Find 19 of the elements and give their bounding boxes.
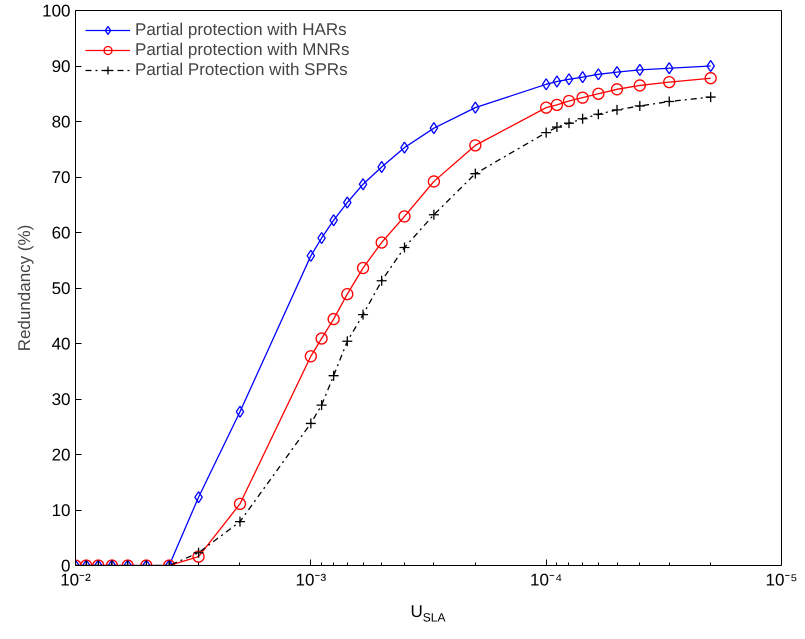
legend-label: Partial protection with HARs: [135, 20, 347, 40]
y-tick-label: 60: [52, 224, 71, 242]
y-tick-label: 50: [52, 279, 71, 298]
y-tick-label: 30: [52, 390, 71, 409]
y-tick-label: 90: [52, 57, 71, 76]
x-tick-label: 10⁻⁵: [766, 570, 798, 590]
y-tick-label: 10: [52, 501, 71, 520]
y-tick-label: 40: [52, 334, 71, 354]
y-axis-title: Redundancy (%): [15, 224, 34, 352]
y-tick-label: 100: [42, 2, 71, 20]
x-tick-label: 10⁻⁴: [530, 570, 562, 590]
legend-label: Partial protection with MNRs: [135, 40, 350, 60]
y-tick-label: 70: [52, 168, 71, 187]
x-tick-label: 10⁻³: [296, 570, 326, 590]
x-axis-title: U$_{SLA}$: [410, 601, 446, 626]
y-tick-label: 80: [52, 112, 71, 132]
legend-label: Partial Protection with SPRs: [135, 60, 348, 80]
x-tick-label: 10⁻²: [60, 570, 92, 590]
y-tick-label: 20: [52, 446, 71, 464]
